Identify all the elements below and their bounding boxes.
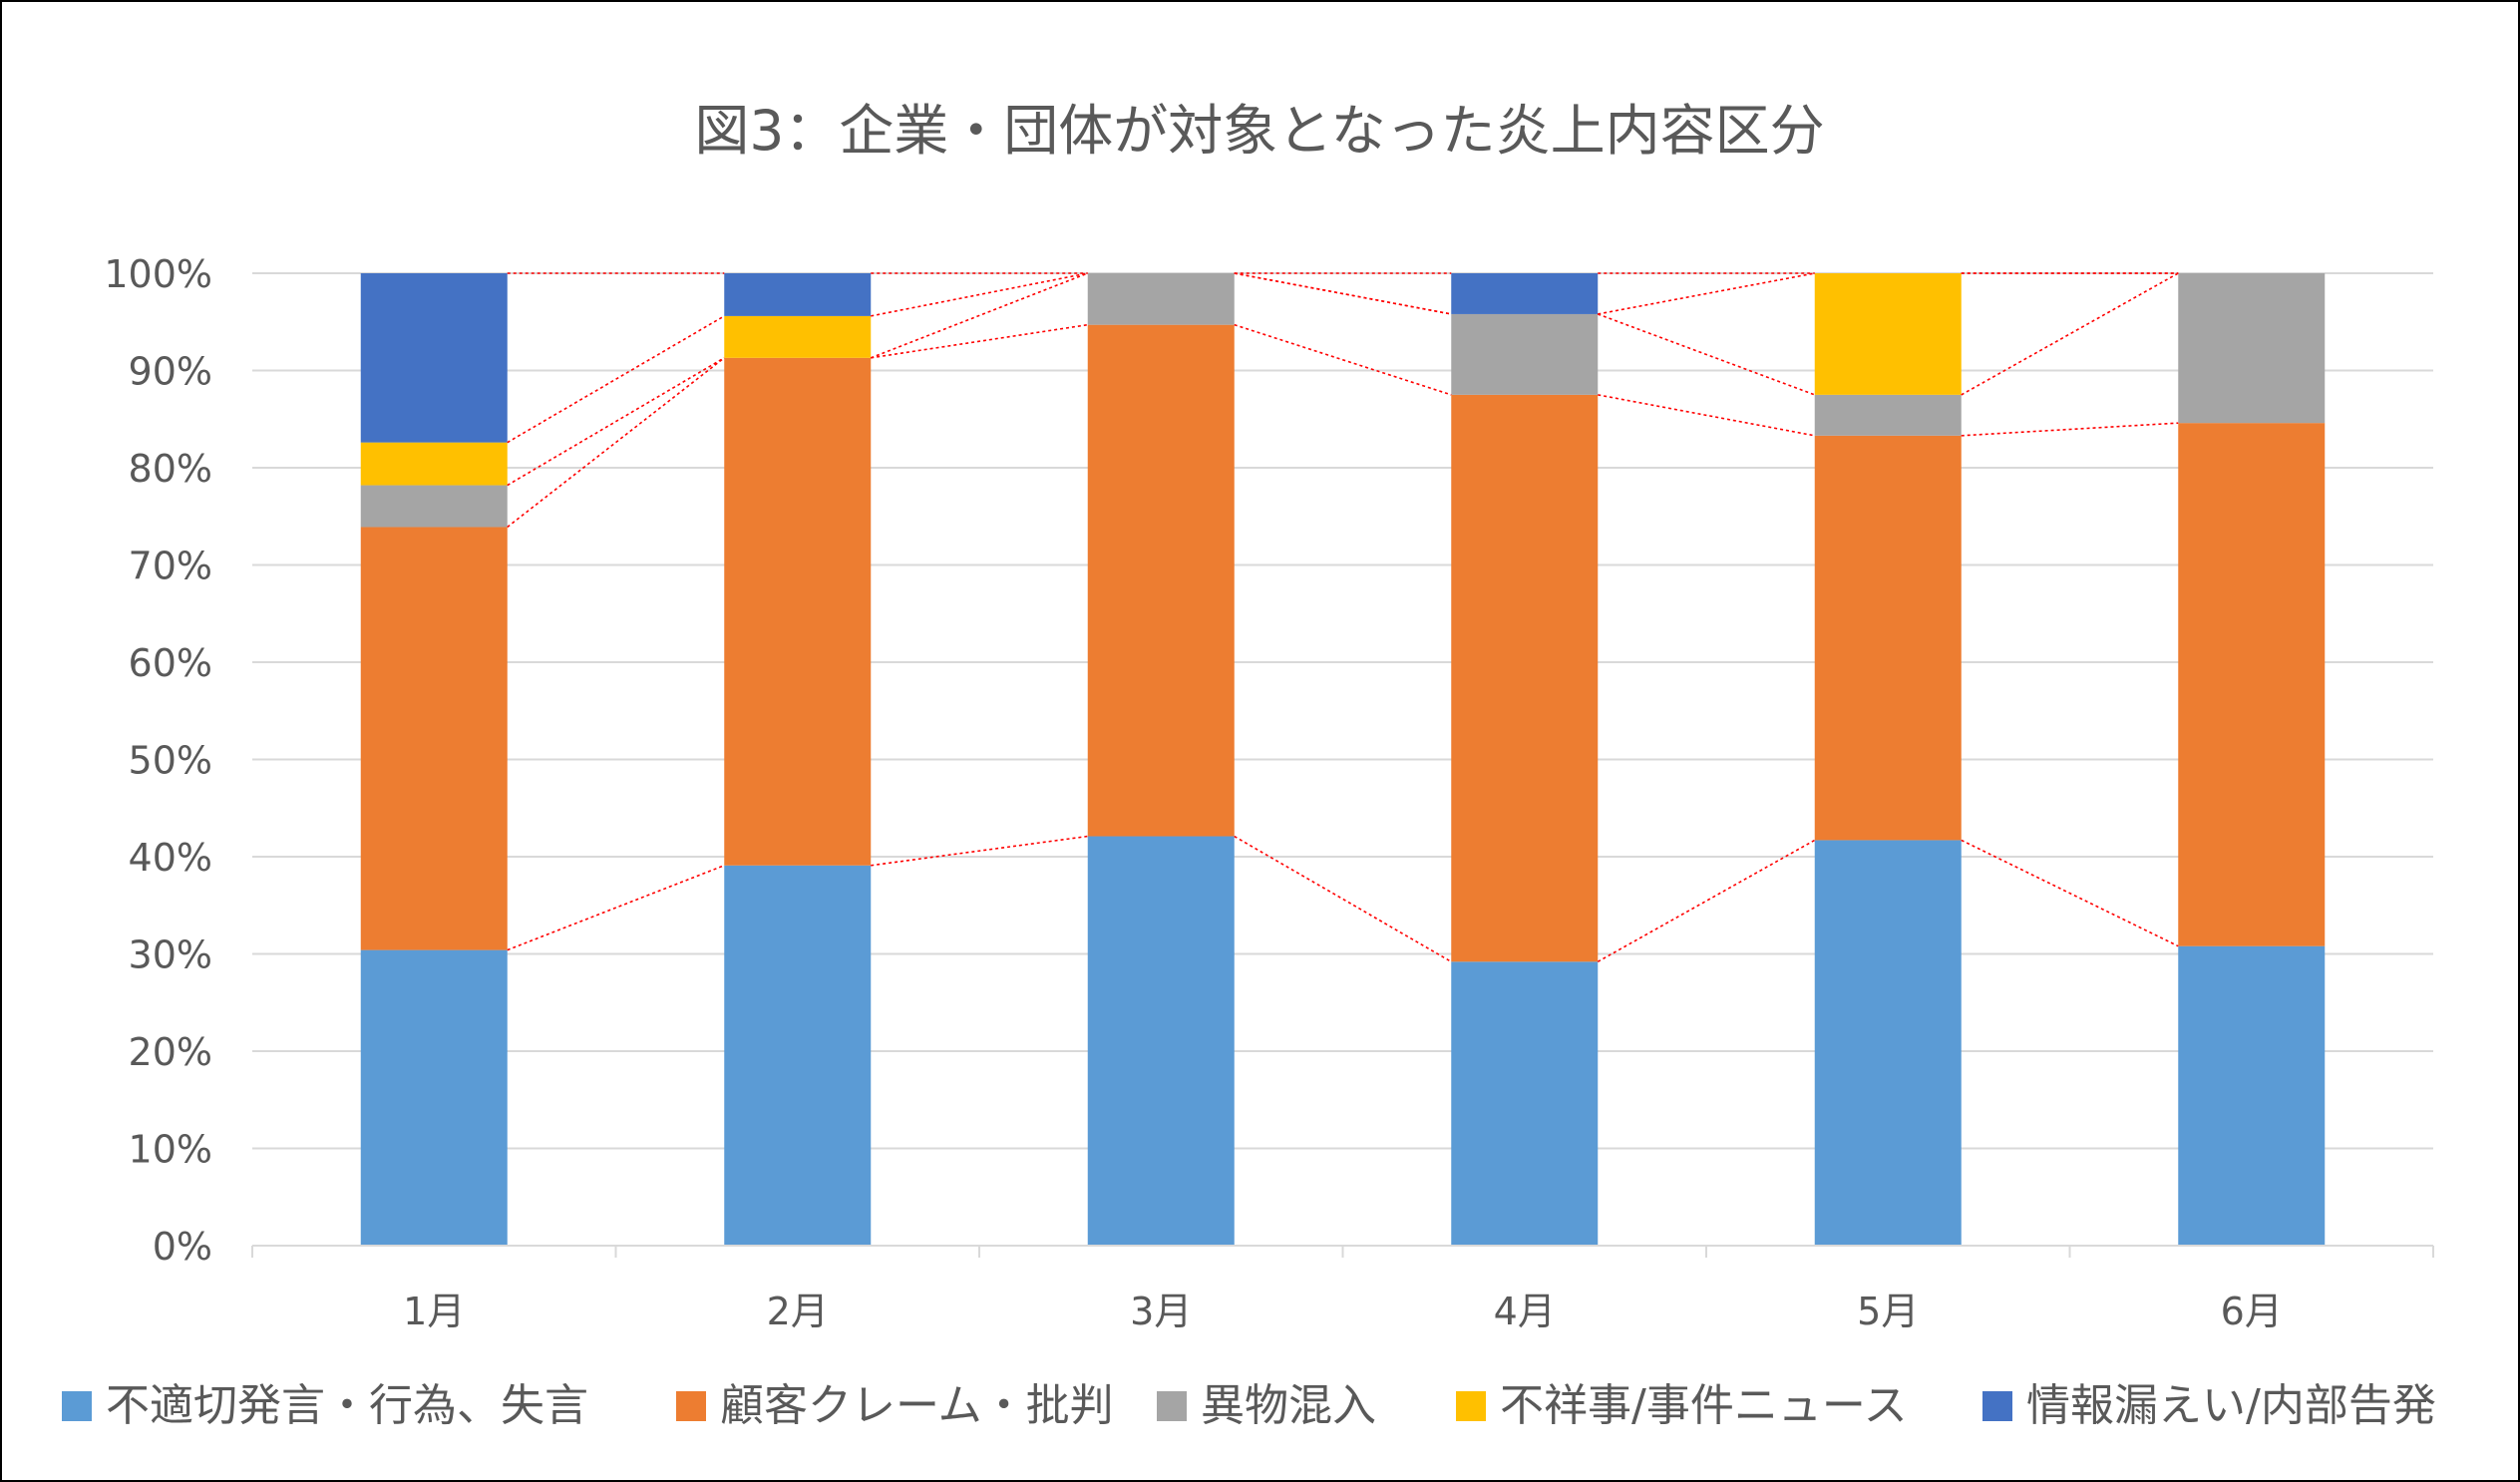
legend-item: 顧客クレーム・批判 xyxy=(676,1380,1114,1431)
x-tick-label: 5月 xyxy=(1857,1290,1919,1333)
legend-item: 不祥事/事件ニュース xyxy=(1456,1380,1908,1431)
gridlines xyxy=(252,272,2433,1150)
legend-label: 顧客クレーム・批判 xyxy=(720,1380,1114,1431)
series-line xyxy=(871,835,1088,867)
bar-segment xyxy=(1087,324,1235,837)
y-tick-label: 10% xyxy=(129,1128,212,1172)
bar-segment xyxy=(1814,840,1962,1246)
legend-label: 不適切発言・行為、失言 xyxy=(106,1380,588,1431)
series-line xyxy=(1234,323,1452,396)
bar-segment xyxy=(724,357,872,866)
series-lines xyxy=(507,272,2179,962)
bar-segment xyxy=(1451,313,1599,395)
y-tick-label: 90% xyxy=(129,350,212,394)
chart-title: 図3：企業・団体が対象となった炎上内容区分 xyxy=(694,99,1824,163)
series-line xyxy=(870,272,1089,359)
y-tick-label: 0% xyxy=(153,1225,212,1269)
x-tick-label: 1月 xyxy=(403,1290,465,1333)
series-line xyxy=(1961,272,2179,396)
x-tick-label: 6月 xyxy=(2221,1290,2283,1333)
legend-item: 情報漏えい/内部告発 xyxy=(1982,1380,2436,1431)
bar-segment xyxy=(360,485,508,528)
legend-item: 異物混入 xyxy=(1157,1380,1376,1431)
bar-segment xyxy=(1814,435,1962,841)
legend-swatch xyxy=(1982,1391,2012,1421)
y-tick-label: 30% xyxy=(129,933,212,977)
y-tick-label: 50% xyxy=(129,739,212,783)
series-line xyxy=(871,272,1088,317)
bar-segment xyxy=(1814,394,1962,436)
series-line xyxy=(1597,313,1816,396)
y-tick-label: 20% xyxy=(129,1030,212,1074)
bar-segment xyxy=(360,527,508,950)
bar-segment xyxy=(1451,394,1599,962)
series-line xyxy=(1961,422,2179,437)
series-line xyxy=(1597,839,1816,962)
series-line xyxy=(1234,272,1452,315)
bar-segment xyxy=(724,315,872,358)
bar-segment xyxy=(1451,273,1599,314)
bar-segment xyxy=(360,442,508,486)
legend: 不適切発言・行為、失言 顧客クレーム・批判 異物混入 不祥事/事件ニュース 情報漏えい/… xyxy=(62,1380,2436,1431)
series-line xyxy=(1234,835,1452,962)
series-line xyxy=(507,865,725,951)
bar-segment xyxy=(1087,273,1235,325)
y-tick-label: 40% xyxy=(129,836,212,880)
y-tick-label: 70% xyxy=(129,545,212,588)
series-line xyxy=(871,323,1088,359)
legend-label: 不祥事/事件ニュース xyxy=(1500,1380,1908,1431)
legend-swatch xyxy=(1456,1391,1486,1421)
series-line xyxy=(507,315,725,444)
bar-segment xyxy=(2178,423,2326,946)
bar-segment xyxy=(724,273,872,316)
legend-swatch xyxy=(62,1391,92,1421)
bar-segment xyxy=(2178,945,2326,1246)
legend-label: 情報漏えい/内部告発 xyxy=(2026,1380,2436,1431)
series-line xyxy=(1961,839,2179,947)
bar-segment xyxy=(360,949,508,1246)
bar-segment xyxy=(1087,836,1235,1246)
x-tick-label: 3月 xyxy=(1130,1290,1192,1333)
bar-segment xyxy=(360,273,508,443)
legend-label: 異物混入 xyxy=(1201,1380,1376,1431)
x-tick-label: 4月 xyxy=(1494,1290,1556,1333)
y-tick-label: 60% xyxy=(129,641,212,685)
bar-segment xyxy=(1451,961,1599,1246)
bar-segment xyxy=(1814,273,1962,395)
x-tick-label: 2月 xyxy=(767,1290,829,1333)
x-axis xyxy=(251,1245,2434,1258)
legend-swatch xyxy=(676,1391,706,1421)
bars xyxy=(360,273,2326,1246)
legend-swatch xyxy=(1157,1391,1187,1421)
series-line xyxy=(1598,394,1815,437)
bar-segment xyxy=(724,865,872,1246)
y-tick-label: 100% xyxy=(104,252,212,296)
legend-item: 不適切発言・行為、失言 xyxy=(62,1380,588,1431)
series-line xyxy=(1598,272,1815,315)
series-line xyxy=(507,357,725,487)
x-axis-tick-labels: 1月 2月 3月 4月 5月 6月 xyxy=(403,1290,2283,1333)
series-line xyxy=(507,357,725,529)
y-tick-label: 80% xyxy=(129,447,212,491)
y-axis-tick-labels: 0% 10% 20% 30% 40% 50% 60% 70% 80% 90% 100% xyxy=(104,252,212,1269)
bar-segment xyxy=(2178,273,2326,424)
